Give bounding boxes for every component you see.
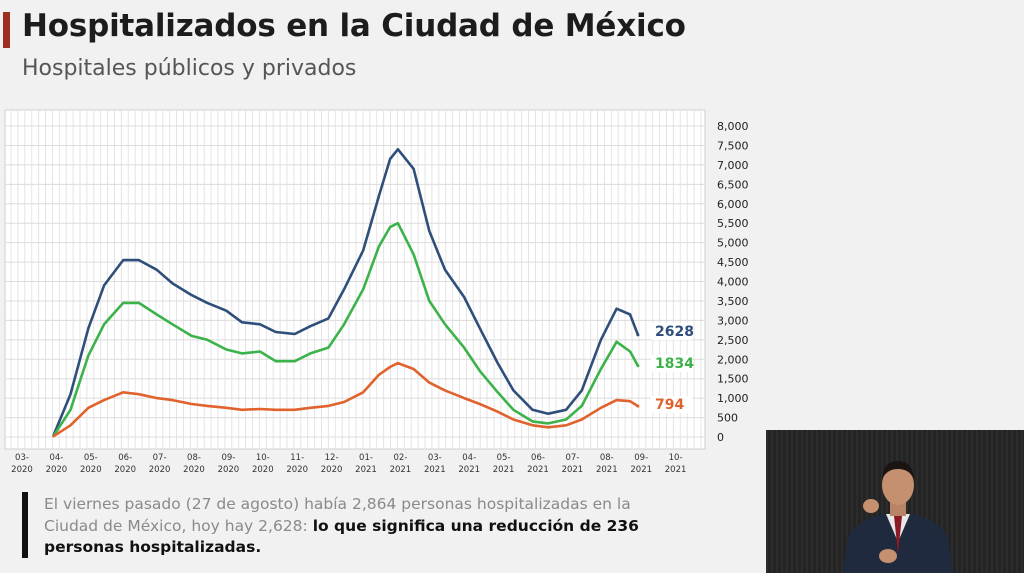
series-line [52, 361, 640, 438]
end-label-background [651, 355, 692, 372]
y-tick-label: 1,500 [717, 373, 749, 386]
x-tick-label-year: 2020 [80, 465, 102, 475]
x-tick-label-month: 09- [221, 453, 235, 463]
x-tick-label-year: 2021 [493, 465, 515, 475]
sign-language-interpreter-video [766, 430, 1024, 573]
series-line [52, 147, 640, 437]
page-subtitle: Hospitales públicos y privados [22, 56, 357, 81]
y-tick-label: 5,500 [717, 217, 749, 230]
x-tick-label-year: 2020 [46, 465, 68, 475]
x-tick-label-year: 2021 [527, 465, 549, 475]
x-tick-label-month: 04- [462, 453, 476, 463]
x-tick-label-year: 2020 [252, 465, 274, 475]
x-tick-label-year: 2021 [424, 465, 446, 475]
y-tick-label: 2,000 [717, 353, 749, 366]
series-line [52, 221, 640, 438]
series-end-label: 1834 [655, 356, 694, 372]
x-tick-label-month: 08- [187, 453, 201, 463]
title-accent-bar [3, 12, 10, 48]
x-tick-label-year: 2020 [183, 465, 205, 475]
y-tick-label: 3,500 [717, 295, 749, 308]
y-tick-label: 5,000 [717, 237, 749, 250]
end-label-background [651, 396, 692, 413]
hospitalizations-chart: 8,000 7,500 7,000 6,500 6,000 5,500 5,000 4,500… [4, 109, 749, 475]
x-tick-label-year: 2021 [355, 465, 377, 475]
x-tick-label-month: 11- [290, 453, 304, 463]
summary-note-text: El viernes pasado (27 de agosto) había 2… [44, 495, 631, 535]
end-label-background [651, 323, 692, 340]
x-tick-label-month: 08- [600, 453, 614, 463]
y-tick-label: 6,500 [717, 178, 749, 191]
interpreter-figure [843, 461, 953, 573]
x-tick-label-month: 03- [15, 453, 29, 463]
y-tick-label: 500 [717, 412, 738, 425]
summary-note: El viernes pasado (27 de agosto) había 2… [44, 494, 684, 559]
x-tick-label-month: 07- [565, 453, 579, 463]
x-tick-label-month: 03- [428, 453, 442, 463]
x-tick-label-month: 04- [49, 453, 63, 463]
x-tick-label-month: 06- [531, 453, 545, 463]
y-tick-label: 6,000 [717, 198, 749, 211]
summary-note-highlight: lo que significa una reducción de 236 pe… [44, 516, 639, 557]
x-tick-label-month: 05- [497, 453, 511, 463]
x-tick-label-year: 2020 [286, 465, 308, 475]
series-point [636, 404, 640, 408]
x-tick-label-year: 2021 [630, 465, 652, 475]
x-tick-label-month: 10- [256, 453, 270, 463]
y-tick-label: 1,000 [717, 392, 749, 405]
y-tick-label: 0 [717, 431, 724, 444]
x-tick-label-month: 07- [153, 453, 167, 463]
y-tick-label: 7,000 [717, 159, 749, 172]
x-tick-label-year: 2021 [596, 465, 618, 475]
x-tick-label-month: 06- [118, 453, 132, 463]
y-tick-label: 4,000 [717, 276, 749, 289]
y-tick-label: 7,500 [717, 139, 749, 152]
x-tick-label-year: 2020 [11, 465, 33, 475]
x-tick-label-year: 2021 [562, 465, 584, 475]
series-end-label: 2628 [655, 324, 694, 340]
series-end-label: 794 [655, 397, 684, 413]
series-point [636, 333, 640, 337]
x-tick-label-month: 02- [393, 453, 407, 463]
x-tick-label-year: 2021 [665, 465, 687, 475]
note-accent-bar [22, 492, 28, 558]
x-tick-label-year: 2020 [218, 465, 240, 475]
x-tick-label-year: 2020 [149, 465, 171, 475]
x-tick-label-month: 05- [84, 453, 98, 463]
y-tick-label: 3,000 [717, 314, 749, 327]
x-tick-label-month: 12- [325, 453, 339, 463]
x-tick-label-month: 01- [359, 453, 373, 463]
x-tick-label-year: 2020 [321, 465, 343, 475]
x-tick-label-year: 2021 [458, 465, 480, 475]
x-tick-label-month: 10- [669, 453, 683, 463]
y-tick-label: 4,500 [717, 256, 749, 269]
y-tick-label: 8,000 [717, 120, 749, 133]
x-tick-label-year: 2020 [114, 465, 136, 475]
series-point [636, 364, 640, 368]
x-tick-label-month: 09- [634, 453, 648, 463]
x-tick-label-year: 2021 [390, 465, 412, 475]
y-tick-label: 2,500 [717, 334, 749, 347]
page-title: Hospitalizados en la Ciudad de México [22, 8, 686, 44]
